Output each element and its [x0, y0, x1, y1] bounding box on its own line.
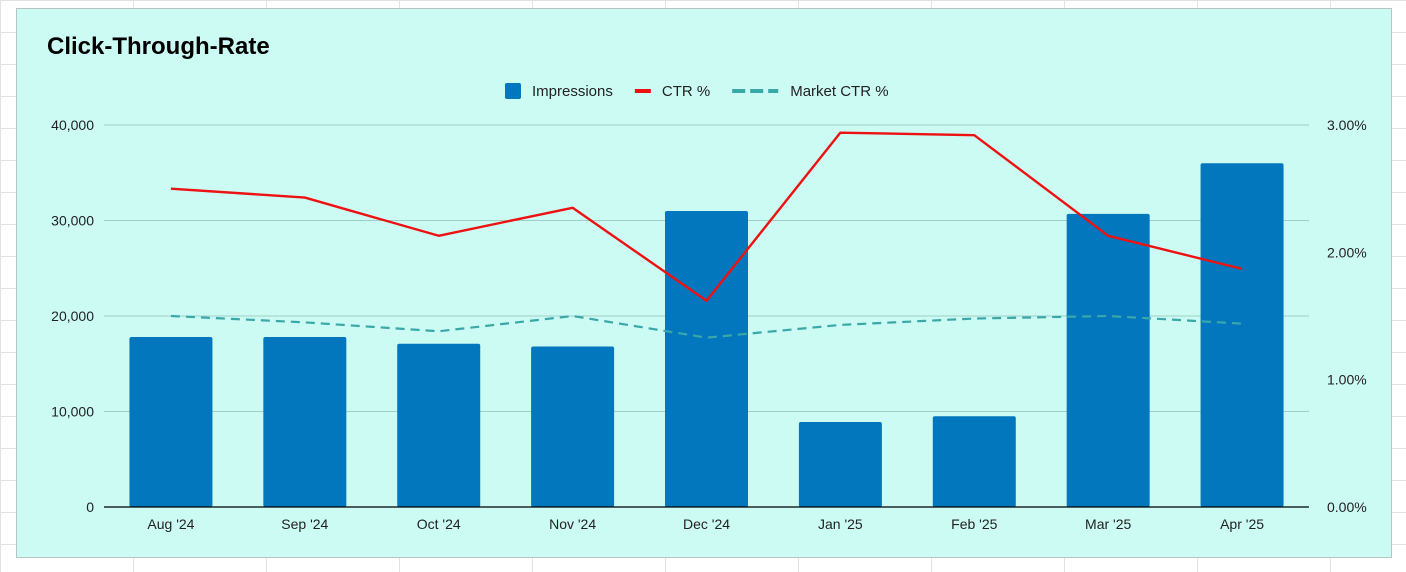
- x-tick-label: Nov '24: [549, 516, 596, 532]
- legend-swatch-impressions: [505, 83, 521, 99]
- bar-impressions: [129, 337, 213, 507]
- bar-impressions: [1066, 213, 1150, 507]
- x-tick-label: Apr '25: [1220, 516, 1264, 532]
- y-left-tick-label: 20,000: [51, 308, 94, 324]
- bar-impressions: [932, 416, 1016, 507]
- bar-impressions: [798, 422, 882, 507]
- line-series: [170, 131, 1243, 339]
- bar-series: [129, 163, 1284, 507]
- y-right-tick-label: 0.00%: [1327, 499, 1367, 515]
- x-tick-label: Feb '25: [951, 516, 997, 532]
- bar-impressions: [665, 210, 748, 507]
- y-left-tick-label: 10,000: [51, 404, 94, 420]
- y-left-tick-label: 30,000: [51, 213, 94, 229]
- legend: Impressions CTR % Market CTR %: [505, 83, 889, 100]
- legend-label: CTR %: [662, 83, 710, 100]
- x-tick-label: Sep '24: [281, 516, 328, 532]
- axes: 0 10,000 20,000 30,000 40,000 0.00% 1.00% 2.00%…: [51, 117, 1367, 532]
- y-left-tick-label: 0: [86, 499, 94, 515]
- bar-impressions: [1200, 163, 1284, 507]
- legend-label: Impressions: [532, 83, 613, 100]
- bar-impressions: [531, 346, 615, 507]
- legend-label: Market CTR %: [790, 83, 888, 100]
- x-tick-label: Mar '25: [1085, 516, 1131, 532]
- y-right-tick-label: 2.00%: [1327, 244, 1367, 260]
- y-left-tick-label: 40,000: [51, 117, 94, 133]
- x-tick-label: Dec '24: [683, 516, 730, 532]
- chart-title: Click-Through-Rate: [47, 33, 270, 60]
- x-tick-label: Jan '25: [818, 516, 863, 532]
- x-tick-label: Oct '24: [417, 516, 461, 532]
- y-right-tick-label: 3.00%: [1327, 117, 1367, 133]
- bar-impressions: [397, 343, 481, 507]
- y-right-tick-label: 1.00%: [1327, 372, 1367, 388]
- chart-plot: Impressions CTR % Market CTR % 0 10,000 20,0…: [51, 83, 1367, 532]
- chart-container[interactable]: Click-Through-Rate Impressions CTR % Marke…: [16, 8, 1392, 558]
- bar-impressions: [263, 337, 347, 507]
- x-tick-label: Aug '24: [147, 516, 194, 532]
